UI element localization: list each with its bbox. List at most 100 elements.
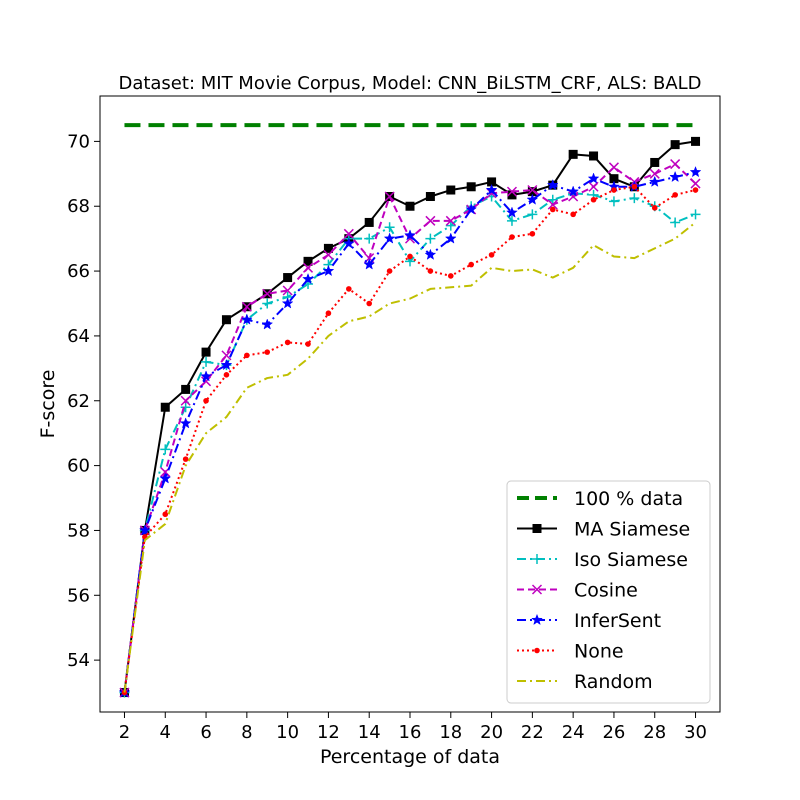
legend-entry: Iso Siamese (517, 549, 688, 571)
data-point (526, 193, 539, 205)
x-tick-label: 6 (200, 722, 211, 743)
series-random (123, 221, 697, 693)
data-point (527, 209, 538, 220)
data-point (672, 192, 678, 198)
data-point (405, 201, 415, 211)
series-infersent (118, 165, 702, 698)
data-point (282, 285, 293, 296)
data-point (305, 341, 311, 347)
data-point (407, 253, 413, 260)
legend-label: MA Siamese (574, 519, 690, 541)
data-point (567, 185, 580, 197)
data-point (506, 206, 518, 218)
data-point (200, 370, 212, 382)
x-tick-label: 14 (358, 722, 381, 743)
data-point (220, 358, 233, 371)
x-tick-label: 28 (643, 722, 666, 743)
y-tick-label: 60 (67, 456, 90, 477)
y-tick-label: 62 (67, 391, 90, 412)
data-point (670, 217, 681, 228)
data-point (549, 206, 556, 213)
data-point (160, 402, 170, 412)
y-tick-label: 64 (67, 326, 90, 347)
data-point (284, 339, 291, 346)
x-tick-label: 30 (684, 722, 707, 743)
data-point (590, 196, 597, 203)
legend-label: InferSent (574, 610, 661, 632)
data-point (221, 350, 232, 361)
legend-label: Random (574, 671, 653, 693)
legend-label: 100 % data (574, 488, 683, 510)
data-point (444, 232, 457, 244)
data-point (529, 230, 536, 237)
data-point (404, 229, 416, 241)
legend-entry: MA Siamese (517, 519, 690, 541)
data-point (509, 234, 515, 240)
data-point (547, 194, 558, 205)
data-point (445, 215, 456, 226)
legend-marker (532, 554, 542, 564)
data-point (445, 220, 456, 231)
data-point (446, 185, 456, 195)
x-axis: 2 4 6 8 10 12 14 16 18 20 22 24 26 28 30 (119, 712, 707, 743)
data-point (221, 315, 231, 325)
data-point (588, 181, 599, 192)
y-tick-label: 58 (67, 520, 90, 541)
data-point (669, 170, 682, 183)
x-tick-label: 18 (439, 722, 462, 743)
x-axis-label: Percentage of data (320, 746, 500, 768)
chart-title: Dataset: MIT Movie Corpus, Model: CNN_Bi… (118, 73, 701, 94)
data-point (468, 261, 474, 268)
data-point (364, 217, 374, 227)
data-point (425, 215, 436, 226)
y-tick-label: 68 (67, 196, 90, 217)
legend-marker (531, 584, 543, 595)
data-point (488, 252, 495, 258)
data-point (651, 205, 658, 211)
data-point (547, 199, 558, 210)
data-point (465, 203, 478, 215)
data-point (342, 237, 355, 249)
series-cosine (119, 159, 701, 698)
data-point (241, 301, 252, 312)
data-point (264, 349, 271, 355)
legend-entry: 100 % data (517, 488, 683, 510)
x-tick-label: 4 (160, 722, 171, 743)
x-tick-label: 20 (480, 722, 503, 743)
legend-entry: Cosine (517, 580, 638, 602)
data-point (506, 215, 517, 226)
data-point (611, 187, 617, 193)
data-point (201, 347, 211, 357)
legend-marker (532, 524, 542, 533)
data-point (690, 209, 701, 220)
data-point (425, 192, 435, 202)
legend: 100 % data MA Siamese Iso Siamese Cosine Inf… (506, 480, 711, 704)
data-point (262, 298, 273, 309)
x-tick-label: 22 (521, 722, 544, 743)
data-point (427, 268, 434, 274)
legend-label: Cosine (574, 580, 638, 602)
legend-label: Iso Siamese (574, 549, 688, 571)
data-point (180, 395, 191, 406)
data-point (466, 182, 476, 192)
data-point (240, 313, 253, 325)
legend-marker (531, 613, 543, 626)
data-point (323, 243, 333, 253)
data-point (691, 136, 701, 146)
data-point (303, 256, 313, 266)
data-point (223, 372, 230, 378)
legend-entry: InferSent (517, 610, 661, 632)
data-point (648, 175, 661, 187)
data-point (568, 191, 579, 202)
data-point (570, 211, 576, 218)
data-point (325, 310, 332, 317)
data-point (386, 268, 393, 274)
x-tick-label: 26 (602, 722, 625, 743)
legend-entry: Random (517, 671, 653, 693)
data-point (447, 273, 454, 279)
data-point (244, 352, 250, 359)
data-point (527, 184, 538, 196)
data-point (689, 165, 702, 178)
data-point (506, 186, 518, 197)
